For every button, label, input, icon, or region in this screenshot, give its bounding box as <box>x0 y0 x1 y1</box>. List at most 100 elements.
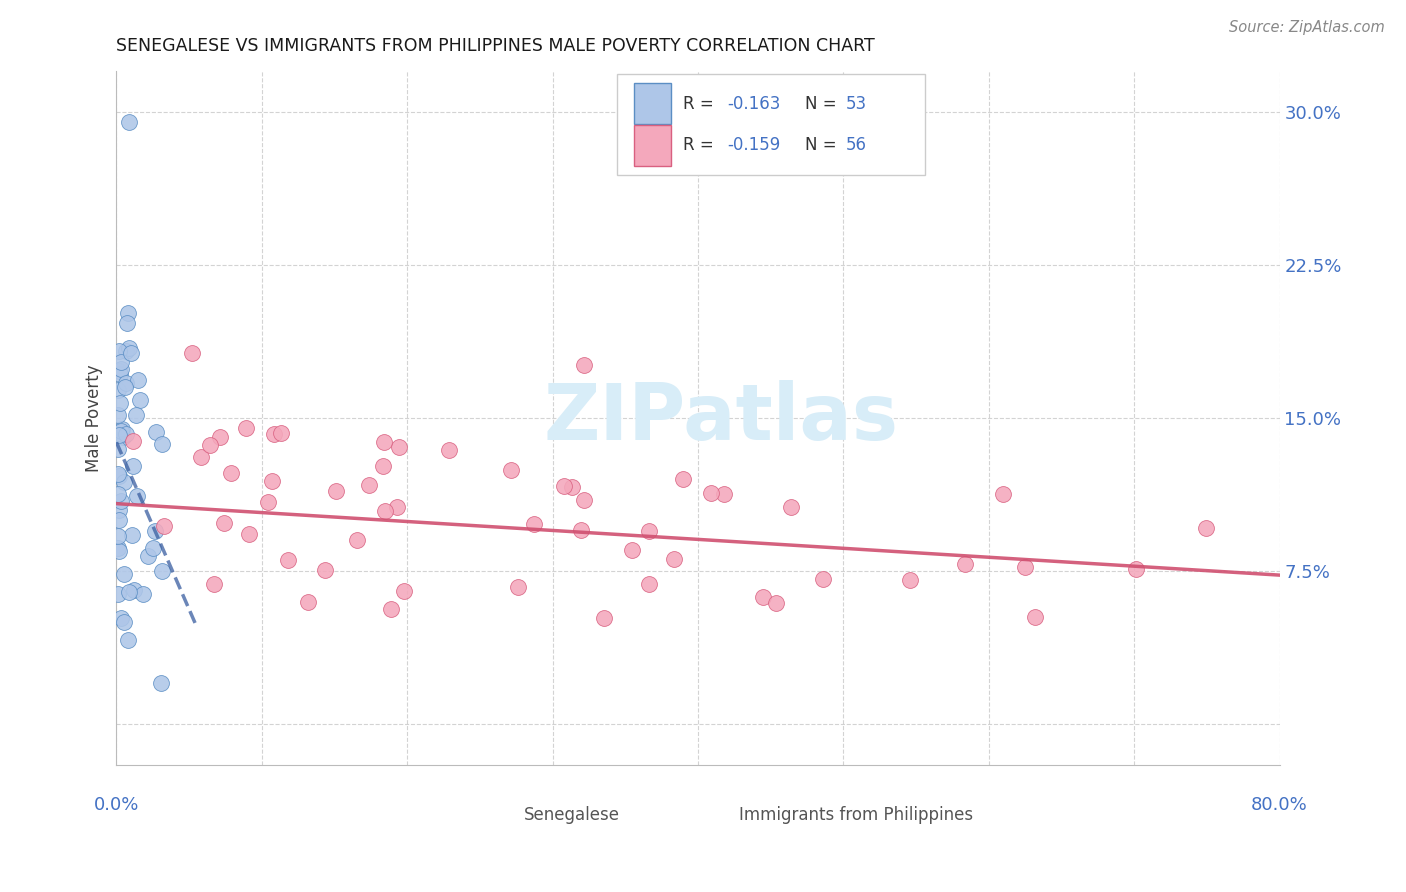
Text: ZIPatlas: ZIPatlas <box>544 380 898 456</box>
Text: N =: N = <box>806 136 842 154</box>
Text: -0.159: -0.159 <box>727 136 780 154</box>
Point <box>209 430 232 444</box>
Point <box>346 533 368 548</box>
Point <box>263 426 285 441</box>
Point <box>118 115 141 129</box>
Point <box>127 373 149 387</box>
Point <box>572 492 595 507</box>
Point <box>132 587 155 601</box>
Point <box>221 466 243 480</box>
Point <box>121 528 143 542</box>
Point <box>506 580 529 594</box>
Point <box>181 346 204 360</box>
Text: R =: R = <box>683 95 718 113</box>
Point <box>110 494 132 508</box>
Point <box>150 564 173 578</box>
Point <box>314 563 336 577</box>
Point <box>153 519 176 533</box>
Point <box>593 610 616 624</box>
Point <box>110 396 132 410</box>
Point <box>553 479 575 493</box>
Point <box>235 421 257 435</box>
Point <box>111 422 134 436</box>
Point <box>117 585 139 599</box>
Text: 0.0%: 0.0% <box>94 796 139 814</box>
Text: Immigrants from Philippines: Immigrants from Philippines <box>738 806 973 824</box>
Point <box>112 615 135 630</box>
FancyBboxPatch shape <box>634 125 671 166</box>
Point <box>561 480 583 494</box>
Point <box>108 343 131 358</box>
Point <box>117 633 139 648</box>
Point <box>202 577 225 591</box>
Point <box>373 435 395 450</box>
Point <box>374 504 396 518</box>
Point <box>638 577 661 591</box>
Point <box>297 594 319 608</box>
Text: Senegalese: Senegalese <box>523 806 620 824</box>
Point <box>898 574 921 588</box>
Text: Source: ZipAtlas.com: Source: ZipAtlas.com <box>1229 20 1385 35</box>
Point <box>385 500 408 515</box>
Point <box>214 516 236 530</box>
Point <box>107 467 129 481</box>
Point <box>107 383 129 397</box>
Point <box>121 458 143 473</box>
Point <box>380 602 402 616</box>
Point <box>1024 610 1046 624</box>
Point <box>392 583 415 598</box>
Y-axis label: Male Poverty: Male Poverty <box>86 364 103 472</box>
Point <box>325 484 347 499</box>
Circle shape <box>709 807 734 822</box>
Point <box>107 409 129 423</box>
Point <box>388 440 411 454</box>
Point <box>150 437 173 451</box>
Point <box>262 474 284 488</box>
Point <box>107 541 129 555</box>
Point <box>125 489 148 503</box>
Point <box>198 438 221 452</box>
Point <box>991 487 1014 501</box>
Text: 56: 56 <box>846 136 866 154</box>
Point <box>118 341 141 355</box>
Circle shape <box>494 807 519 822</box>
Point <box>136 549 159 563</box>
Point <box>110 424 132 438</box>
FancyBboxPatch shape <box>617 74 925 175</box>
Point <box>110 361 132 376</box>
Point <box>149 676 172 690</box>
Point <box>122 434 145 448</box>
Point <box>122 582 145 597</box>
Point <box>811 572 834 586</box>
Point <box>752 590 775 604</box>
Point <box>145 425 167 440</box>
Point <box>108 428 131 442</box>
Point <box>664 552 686 566</box>
Text: SENEGALESE VS IMMIGRANTS FROM PHILIPPINES MALE POVERTY CORRELATION CHART: SENEGALESE VS IMMIGRANTS FROM PHILIPPINE… <box>117 37 876 55</box>
Point <box>114 567 136 582</box>
Point <box>115 376 138 390</box>
Point <box>108 368 131 382</box>
Point <box>672 472 695 486</box>
Point <box>1195 520 1218 534</box>
Point <box>110 355 132 369</box>
Point <box>110 611 132 625</box>
Point <box>779 500 801 514</box>
Point <box>1125 562 1147 576</box>
Point <box>574 358 596 372</box>
Point <box>257 495 280 509</box>
Point <box>277 553 299 567</box>
Point <box>953 558 976 572</box>
Point <box>437 443 460 458</box>
Point <box>190 450 212 464</box>
Text: N =: N = <box>806 95 842 113</box>
Point <box>128 392 150 407</box>
Point <box>115 427 138 442</box>
Point <box>115 343 138 358</box>
Point <box>621 543 644 558</box>
Point <box>713 487 735 501</box>
Point <box>108 468 131 483</box>
Point <box>107 503 129 517</box>
Point <box>270 425 292 440</box>
Text: 80.0%: 80.0% <box>1251 796 1308 814</box>
